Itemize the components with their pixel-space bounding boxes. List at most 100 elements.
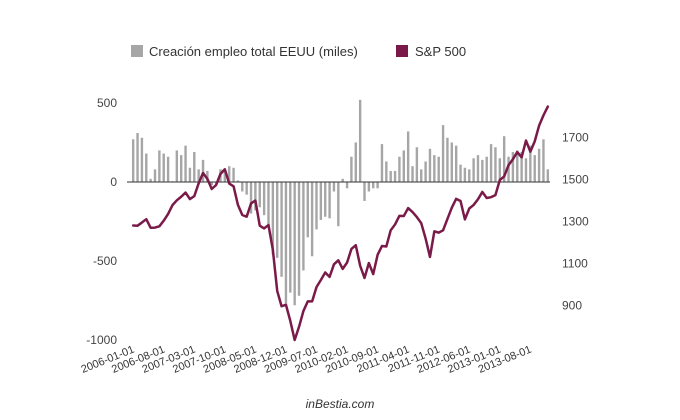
right-axis-tick-label: 1500: [562, 173, 589, 187]
employment-bar: [546, 169, 550, 182]
employment-bar: [324, 182, 327, 217]
employment-bar: [494, 147, 497, 182]
right-axis-tick-label: 900: [562, 298, 582, 312]
employment-bar: [476, 155, 480, 182]
employment-bar: [306, 182, 309, 238]
left-axis-tick-label: 500: [97, 96, 117, 110]
legend-label-sp500: S&P 500: [415, 44, 466, 59]
employment-bar: [363, 182, 366, 201]
left-axis-tick-label: 0: [110, 175, 117, 189]
employment-bar: [310, 182, 314, 257]
employment-bar: [433, 155, 436, 182]
employment-bar: [175, 150, 179, 182]
employment-bar: [136, 133, 139, 182]
employment-bar: [319, 182, 323, 220]
employment-bars: [131, 99, 550, 306]
left-axis-tick-label: -500: [93, 254, 117, 268]
employment-bar: [415, 147, 419, 182]
employment-bar: [516, 150, 519, 182]
legend-swatch-sp500: [396, 45, 408, 57]
employment-bar: [481, 159, 484, 182]
employment-bar: [232, 167, 235, 182]
employment-bar: [454, 145, 458, 182]
employment-bar: [350, 156, 353, 182]
employment-bar: [197, 169, 200, 182]
employment-bar: [193, 151, 196, 182]
employment-bar: [367, 182, 371, 192]
employment-bar: [241, 182, 244, 192]
employment-bar: [393, 170, 397, 182]
employment-bar: [280, 182, 283, 277]
employment-bar: [228, 166, 231, 182]
employment-bar: [529, 145, 532, 182]
employment-bar: [389, 170, 392, 182]
x-axis: 2006-01-012006-08-012007-03-012007-10-01…: [79, 344, 533, 376]
employment-bar: [424, 161, 427, 182]
employment-bar: [179, 155, 183, 182]
employment-bar: [428, 148, 432, 182]
legend: Creación empleo total EEUU (miles) S&P 5…: [131, 44, 466, 59]
employment-bar: [468, 169, 471, 182]
employment-bar: [289, 182, 292, 293]
left-axis: 500 0 -500 -1000: [86, 96, 117, 347]
employment-bar: [254, 182, 257, 211]
employment-bar: [533, 155, 536, 182]
employment-bar: [520, 151, 523, 182]
employment-bar: [145, 153, 148, 182]
employment-bar: [315, 182, 318, 230]
employment-bar: [524, 158, 528, 182]
right-axis-tick-label: 1700: [562, 131, 589, 145]
employment-bar: [332, 182, 336, 192]
employment-bar: [262, 182, 266, 216]
employment-bar: [341, 178, 344, 182]
employment-bar: [184, 145, 187, 182]
right-axis-tick-label: 1100: [562, 256, 588, 270]
sp500-line: [131, 105, 550, 342]
employment-bar: [210, 182, 213, 186]
employment-bar: [276, 182, 279, 258]
employment-bar: [380, 144, 384, 182]
employment-bar: [420, 169, 423, 182]
employment-bar: [245, 182, 248, 195]
employment-bar: [131, 139, 135, 182]
employment-bar: [358, 99, 362, 182]
employment-bar: [372, 182, 375, 189]
employment-bar: [450, 142, 453, 182]
employment-bar: [498, 158, 502, 182]
employment-bar: [489, 144, 493, 182]
employment-bar: [166, 156, 170, 182]
employment-bar: [249, 182, 253, 214]
employment-bar: [441, 125, 445, 182]
employment-bar: [162, 153, 165, 182]
employment-bar: [507, 156, 510, 182]
right-axis: 1700 1500 1300 1100 900: [562, 131, 589, 313]
employment-bar: [201, 159, 205, 182]
employment-bar: [345, 182, 349, 189]
employment-bar: [140, 137, 144, 182]
employment-bar: [537, 148, 541, 182]
employment-bar: [385, 161, 388, 182]
legend-label-employment: Creación empleo total EEUU (miles): [149, 44, 358, 59]
employment-bar: [511, 151, 515, 182]
employment-bar: [297, 182, 301, 296]
employment-bar: [271, 182, 275, 255]
employment-bar: [337, 182, 340, 227]
employment-bar: [459, 164, 462, 182]
employment-bar: [542, 139, 545, 182]
employment-bar: [284, 182, 288, 304]
right-axis-tick-label: 1300: [562, 215, 589, 229]
employment-bar: [446, 137, 449, 182]
employment-bar: [485, 156, 488, 182]
employment-bar: [158, 150, 161, 182]
employment-bar: [153, 169, 157, 182]
employment-bar: [223, 169, 227, 182]
employment-bar: [267, 182, 270, 225]
employment-bar: [354, 142, 357, 182]
employment-bar: [302, 182, 305, 271]
employment-bar: [258, 182, 261, 208]
employment-bar: [406, 131, 410, 182]
employment-bar: [472, 158, 475, 182]
employment-bar: [463, 167, 467, 182]
sp500-line-group: [131, 105, 550, 342]
